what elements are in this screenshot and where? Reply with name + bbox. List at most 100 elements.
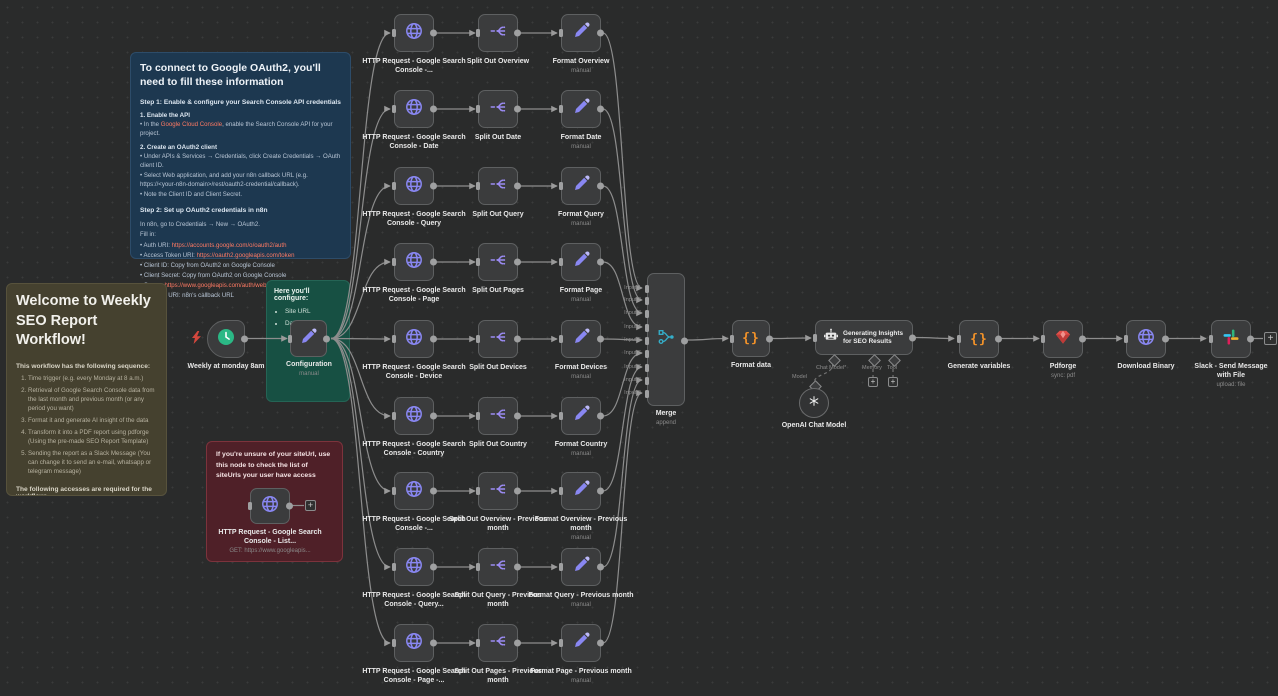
output-port[interactable] <box>430 639 437 647</box>
output-port[interactable] <box>514 639 521 647</box>
input-port[interactable] <box>392 182 396 190</box>
http-request-node[interactable] <box>392 14 437 52</box>
input-port[interactable] <box>392 258 396 266</box>
add-tool-button[interactable]: + <box>888 377 898 387</box>
output-port[interactable] <box>597 639 604 647</box>
output-port[interactable] <box>597 182 604 190</box>
split-out-node[interactable] <box>476 14 521 52</box>
output-port[interactable] <box>430 563 437 571</box>
format-node[interactable] <box>559 90 604 128</box>
input-port[interactable] <box>476 639 480 647</box>
merge-node[interactable] <box>645 273 688 406</box>
format-node[interactable] <box>559 397 604 435</box>
input-port[interactable] <box>476 258 480 266</box>
output-port[interactable] <box>909 334 916 341</box>
output-port[interactable] <box>1162 335 1169 343</box>
input-port[interactable] <box>559 335 563 343</box>
output-port[interactable] <box>514 563 521 571</box>
input-port[interactable] <box>1041 335 1045 343</box>
format-node[interactable] <box>559 243 604 281</box>
download-binary-node[interactable] <box>1124 320 1169 358</box>
output-port[interactable] <box>323 335 330 342</box>
input-port[interactable] <box>248 502 252 510</box>
input-port[interactable] <box>476 563 480 571</box>
output-port[interactable] <box>430 182 437 190</box>
input-port[interactable] <box>730 334 734 343</box>
http-request-node[interactable] <box>392 320 437 358</box>
input-port[interactable] <box>1209 335 1213 343</box>
input-port[interactable] <box>476 105 480 113</box>
sticky-note-oauth[interactable]: To connect to Google OAuth2, you'll need… <box>130 52 351 299</box>
output-port[interactable] <box>514 487 521 495</box>
merge-input-port[interactable] <box>645 337 649 345</box>
input-port[interactable] <box>559 487 563 495</box>
input-port[interactable] <box>476 182 480 190</box>
output-port[interactable] <box>681 337 688 345</box>
merge-input-port[interactable] <box>645 364 649 372</box>
http-request-node[interactable] <box>392 624 437 662</box>
link[interactable]: https://accounts.google.com/o/oauth2/aut… <box>171 241 287 249</box>
add-memory-button[interactable]: + <box>868 377 878 387</box>
input-port[interactable] <box>559 105 563 113</box>
output-port[interactable] <box>514 412 521 420</box>
input-port[interactable] <box>559 412 563 420</box>
output-port[interactable] <box>430 258 437 266</box>
input-port[interactable] <box>476 29 480 37</box>
sticky-note-welcome[interactable]: Welcome to Weekly SEO Report Workflow! T… <box>6 283 167 496</box>
split-out-node[interactable] <box>476 320 521 358</box>
site-list-http-node[interactable] <box>248 488 293 524</box>
split-out-node[interactable] <box>476 90 521 128</box>
http-request-node[interactable] <box>392 472 437 510</box>
link[interactable]: Google Cloud Console <box>160 121 223 129</box>
input-port[interactable] <box>392 29 396 37</box>
merge-input-port[interactable] <box>645 324 649 332</box>
http-request-node[interactable] <box>392 167 437 205</box>
generate-variables-node[interactable]: {} <box>957 320 1002 358</box>
format-node[interactable] <box>559 472 604 510</box>
output-port[interactable] <box>430 29 437 37</box>
openai-chat-model-node[interactable] <box>799 388 829 418</box>
split-out-node[interactable] <box>476 472 521 510</box>
http-request-node[interactable] <box>392 90 437 128</box>
http-request-node[interactable] <box>392 548 437 586</box>
output-port[interactable] <box>1079 335 1086 343</box>
output-port[interactable] <box>766 335 773 342</box>
output-port[interactable] <box>514 182 521 190</box>
split-out-node[interactable] <box>476 397 521 435</box>
configuration-node[interactable] <box>288 320 330 357</box>
input-port[interactable] <box>559 258 563 266</box>
pdforge-node[interactable] <box>1041 320 1086 358</box>
format-node[interactable] <box>559 14 604 52</box>
merge-input-port[interactable] <box>645 350 649 358</box>
format-node[interactable] <box>559 624 604 662</box>
output-port[interactable] <box>597 412 604 420</box>
link[interactable]: https://www.googleapis.com/auth/webmaste… <box>164 282 314 290</box>
input-port[interactable] <box>392 563 396 571</box>
merge-input-port[interactable] <box>645 285 649 293</box>
input-port[interactable] <box>392 335 396 343</box>
input-port[interactable] <box>392 487 396 495</box>
output-port[interactable] <box>597 563 604 571</box>
output-port[interactable] <box>597 29 604 37</box>
output-port[interactable] <box>241 335 248 343</box>
output-port[interactable] <box>286 502 293 510</box>
input-port[interactable] <box>559 182 563 190</box>
merge-input-port[interactable] <box>645 310 649 318</box>
input-port[interactable] <box>392 105 396 113</box>
input-port[interactable] <box>476 487 480 495</box>
output-port[interactable] <box>430 412 437 420</box>
output-port[interactable] <box>995 335 1002 343</box>
input-port[interactable] <box>392 639 396 647</box>
format-node[interactable] <box>559 167 604 205</box>
input-port[interactable] <box>476 335 480 343</box>
split-out-node[interactable] <box>476 548 521 586</box>
add-next-node-button[interactable]: + <box>305 500 316 511</box>
output-port[interactable] <box>514 335 521 343</box>
slack-node[interactable] <box>1209 320 1254 358</box>
merge-input-port[interactable] <box>645 377 649 385</box>
http-request-node[interactable] <box>392 397 437 435</box>
input-port[interactable] <box>392 412 396 420</box>
schedule-trigger-node[interactable] <box>207 320 248 358</box>
output-port[interactable] <box>597 258 604 266</box>
